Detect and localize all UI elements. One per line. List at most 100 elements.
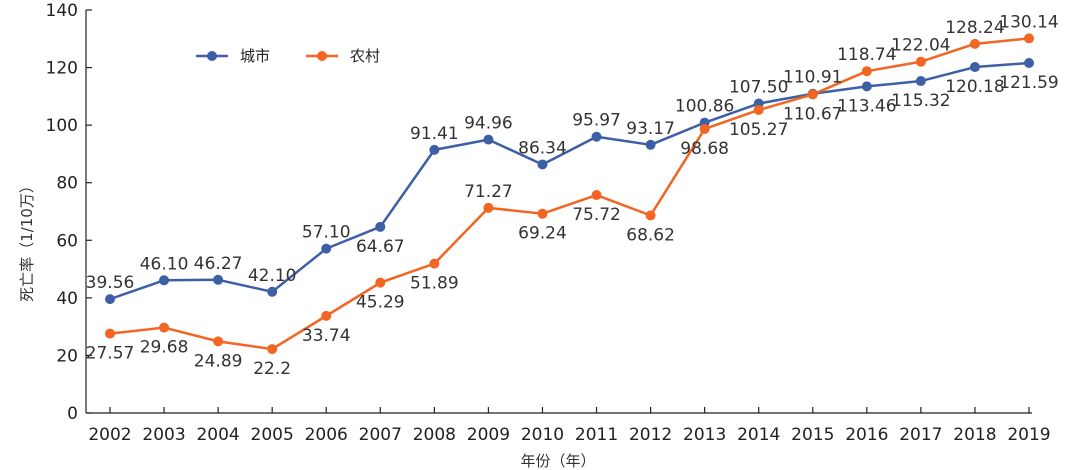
- x-ticks: 2002 2003 2004 2005 2006 2007 2008 2009 2010 2011…: [88, 407, 1051, 445]
- data-point-1: [969, 38, 980, 49]
- y-tick-label: 100: [46, 116, 78, 136]
- y-tick-label: 0: [67, 404, 78, 424]
- x-tick-label: 2004: [196, 425, 239, 445]
- x-tick-label: 2007: [359, 425, 402, 445]
- x-tick-label: 2016: [845, 425, 888, 445]
- legend-marker-0: [207, 51, 217, 61]
- data-point-0: [159, 275, 170, 286]
- x-tick-label: 2006: [305, 425, 348, 445]
- data-point-0: [105, 294, 115, 305]
- y-tick-label: 20: [56, 346, 78, 366]
- data-label-1: 68.62: [626, 225, 675, 245]
- x-tick-label: 2019: [1007, 425, 1050, 445]
- data-point-0: [645, 139, 656, 150]
- data-point-1: [753, 104, 764, 115]
- data-point-0: [375, 221, 386, 232]
- x-tick-label: 2009: [467, 425, 510, 445]
- legend: 城市 农村: [196, 47, 380, 65]
- data-label-1: 118.74: [837, 45, 896, 65]
- data-point-0: [861, 81, 872, 92]
- data-label-0: 100.86: [675, 97, 734, 117]
- x-axis-title: 年份（年）: [520, 452, 595, 470]
- data-point-1: [483, 202, 494, 213]
- data-point-0: [321, 243, 332, 254]
- data-label-0: 86.34: [518, 138, 567, 158]
- data-point-1: [321, 310, 332, 321]
- data-point-1: [915, 56, 926, 67]
- x-tick-label: 2017: [899, 425, 942, 445]
- y-axis-title: 死亡率（1/10万）: [18, 178, 36, 302]
- data-label-1: 128.24: [945, 18, 1004, 38]
- data-label-0: 42.10: [248, 266, 297, 286]
- x-tick-label: 2013: [683, 425, 726, 445]
- x-tick-label: 2005: [251, 425, 294, 445]
- data-label-1: 45.29: [356, 293, 405, 313]
- y-tick-label: 80: [56, 174, 78, 194]
- series-line-0: [109, 61, 1030, 301]
- series-line-1: [109, 37, 1030, 351]
- data-label-0: 120.18: [945, 77, 1004, 97]
- series-lines: [109, 37, 1030, 351]
- data-label-0: 95.97: [572, 111, 621, 131]
- y-tick-label: 60: [56, 231, 78, 251]
- data-point-0: [1024, 57, 1034, 68]
- data-label-0: 46.10: [140, 254, 189, 274]
- data-label-1: 122.04: [891, 36, 950, 56]
- data-point-0: [591, 131, 602, 142]
- series-points: [105, 33, 1034, 355]
- data-point-0: [483, 134, 494, 145]
- data-label-1: 130.14: [999, 12, 1058, 32]
- data-label-0: 115.32: [891, 91, 950, 111]
- data-label-1: 33.74: [302, 326, 351, 346]
- data-label-0: 113.46: [837, 96, 896, 116]
- data-point-0: [267, 286, 278, 297]
- data-label-1: 110.67: [783, 104, 842, 124]
- axes: [85, 10, 1032, 414]
- x-tick-label: 2008: [413, 425, 456, 445]
- data-label-1: 98.68: [680, 139, 729, 159]
- data-label-0: 57.10: [302, 223, 351, 243]
- data-label-0: 46.27: [194, 254, 243, 274]
- data-label-1: 51.89: [410, 274, 459, 294]
- y-tick-label: 120: [46, 59, 78, 79]
- y-tick-label: 40: [56, 289, 78, 309]
- data-point-0: [915, 76, 926, 87]
- legend-marker-1: [317, 51, 327, 61]
- legend-label-0: 城市: [240, 47, 270, 65]
- data-point-1: [429, 258, 440, 269]
- data-point-1: [861, 66, 872, 77]
- data-label-0: 93.17: [626, 119, 675, 139]
- data-point-1: [537, 208, 548, 219]
- data-label-1: 69.24: [518, 224, 567, 244]
- data-label-0: 121.59: [999, 73, 1058, 93]
- data-label-0: 64.67: [356, 237, 405, 257]
- data-label-0: 91.41: [410, 124, 459, 144]
- x-tick-label: 2002: [88, 425, 131, 445]
- data-point-0: [213, 274, 224, 285]
- data-point-1: [159, 322, 170, 333]
- legend-label-1: 农村: [350, 47, 380, 65]
- data-label-1: 71.27: [464, 182, 513, 202]
- data-label-0: 39.56: [86, 273, 135, 293]
- data-point-1: [267, 344, 278, 355]
- data-label-1: 24.89: [194, 351, 243, 371]
- x-tick-label: 2018: [953, 425, 996, 445]
- x-tick-label: 2010: [521, 425, 564, 445]
- y-tick-label: 140: [46, 1, 78, 21]
- data-point-1: [591, 190, 602, 201]
- data-point-0: [537, 159, 548, 170]
- data-point-1: [105, 328, 115, 339]
- data-label-1: 105.27: [729, 120, 788, 140]
- x-tick-label: 2015: [791, 425, 834, 445]
- data-point-1: [645, 210, 656, 221]
- data-point-0: [969, 62, 980, 73]
- data-label-0: 107.50: [729, 78, 788, 98]
- data-point-0: [429, 144, 440, 155]
- x-tick-label: 2014: [737, 425, 780, 445]
- data-point-1: [699, 123, 710, 134]
- data-label-1: 29.68: [140, 338, 189, 358]
- x-tick-label: 2003: [142, 425, 185, 445]
- data-label-1: 75.72: [572, 205, 621, 225]
